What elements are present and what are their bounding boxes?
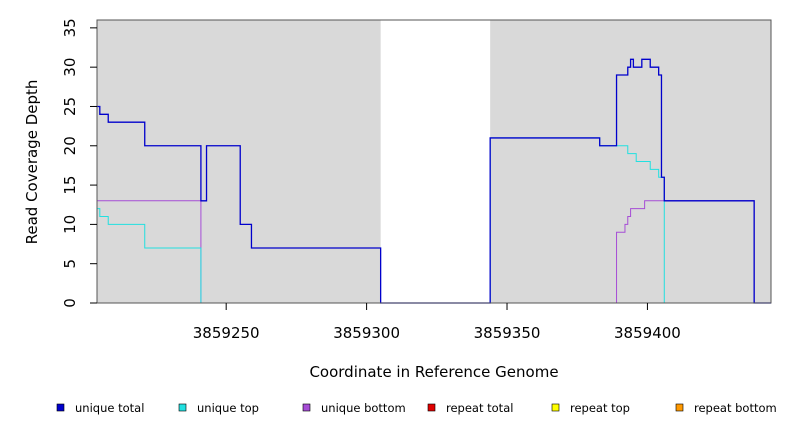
x-axis: 3859250 3859300 3859350 3859400 <box>193 303 681 342</box>
legend-swatch <box>302 403 311 412</box>
legend-item-unique-top: unique top <box>178 401 259 415</box>
y-tick-label: 10 <box>61 215 79 234</box>
plot-frame <box>96 19 772 304</box>
legend-label: repeat top <box>570 401 630 415</box>
shaded-region <box>97 20 381 303</box>
legend-item-repeat-bottom: repeat bottom <box>675 401 777 415</box>
legend-label: unique total <box>75 401 144 415</box>
legend-item-repeat-total: repeat total <box>427 401 513 415</box>
x-tick-label: 3859250 <box>193 324 260 342</box>
legend: unique total unique top unique bottom repea… <box>56 401 777 415</box>
shaded-regions <box>97 20 771 303</box>
x-tick-label: 3859350 <box>474 324 541 342</box>
y-tick-label: 0 <box>61 298 79 308</box>
legend-item-unique-bottom: unique bottom <box>302 401 406 415</box>
y-tick-label: 25 <box>61 97 79 116</box>
y-tick-label: 30 <box>61 58 79 77</box>
y-axis: 0 5 10 15 20 25 30 35 <box>61 18 97 308</box>
series-line-unique-total <box>97 58 771 304</box>
legend-swatch <box>56 403 65 412</box>
y-tick-label: 35 <box>61 18 79 37</box>
legend-swatch <box>427 403 436 412</box>
legend-label: repeat total <box>446 401 513 415</box>
x-tick-label: 3859400 <box>614 324 681 342</box>
legend-swatch <box>178 403 187 412</box>
y-tick-label: 5 <box>61 259 79 269</box>
legend-label: unique bottom <box>321 401 406 415</box>
y-axis-title: Read Coverage Depth <box>23 80 41 245</box>
legend-label: unique top <box>197 401 259 415</box>
y-tick-label: 15 <box>61 176 79 195</box>
legend-label: repeat bottom <box>694 401 777 415</box>
x-axis-title: Coordinate in Reference Genome <box>309 363 558 381</box>
x-tick-label: 3859300 <box>333 324 400 342</box>
legend-item-unique-total: unique total <box>56 401 144 415</box>
legend-item-repeat-top: repeat top <box>551 401 630 415</box>
y-tick-label: 20 <box>61 136 79 155</box>
legend-swatch <box>675 403 684 412</box>
legend-swatch <box>551 403 560 412</box>
